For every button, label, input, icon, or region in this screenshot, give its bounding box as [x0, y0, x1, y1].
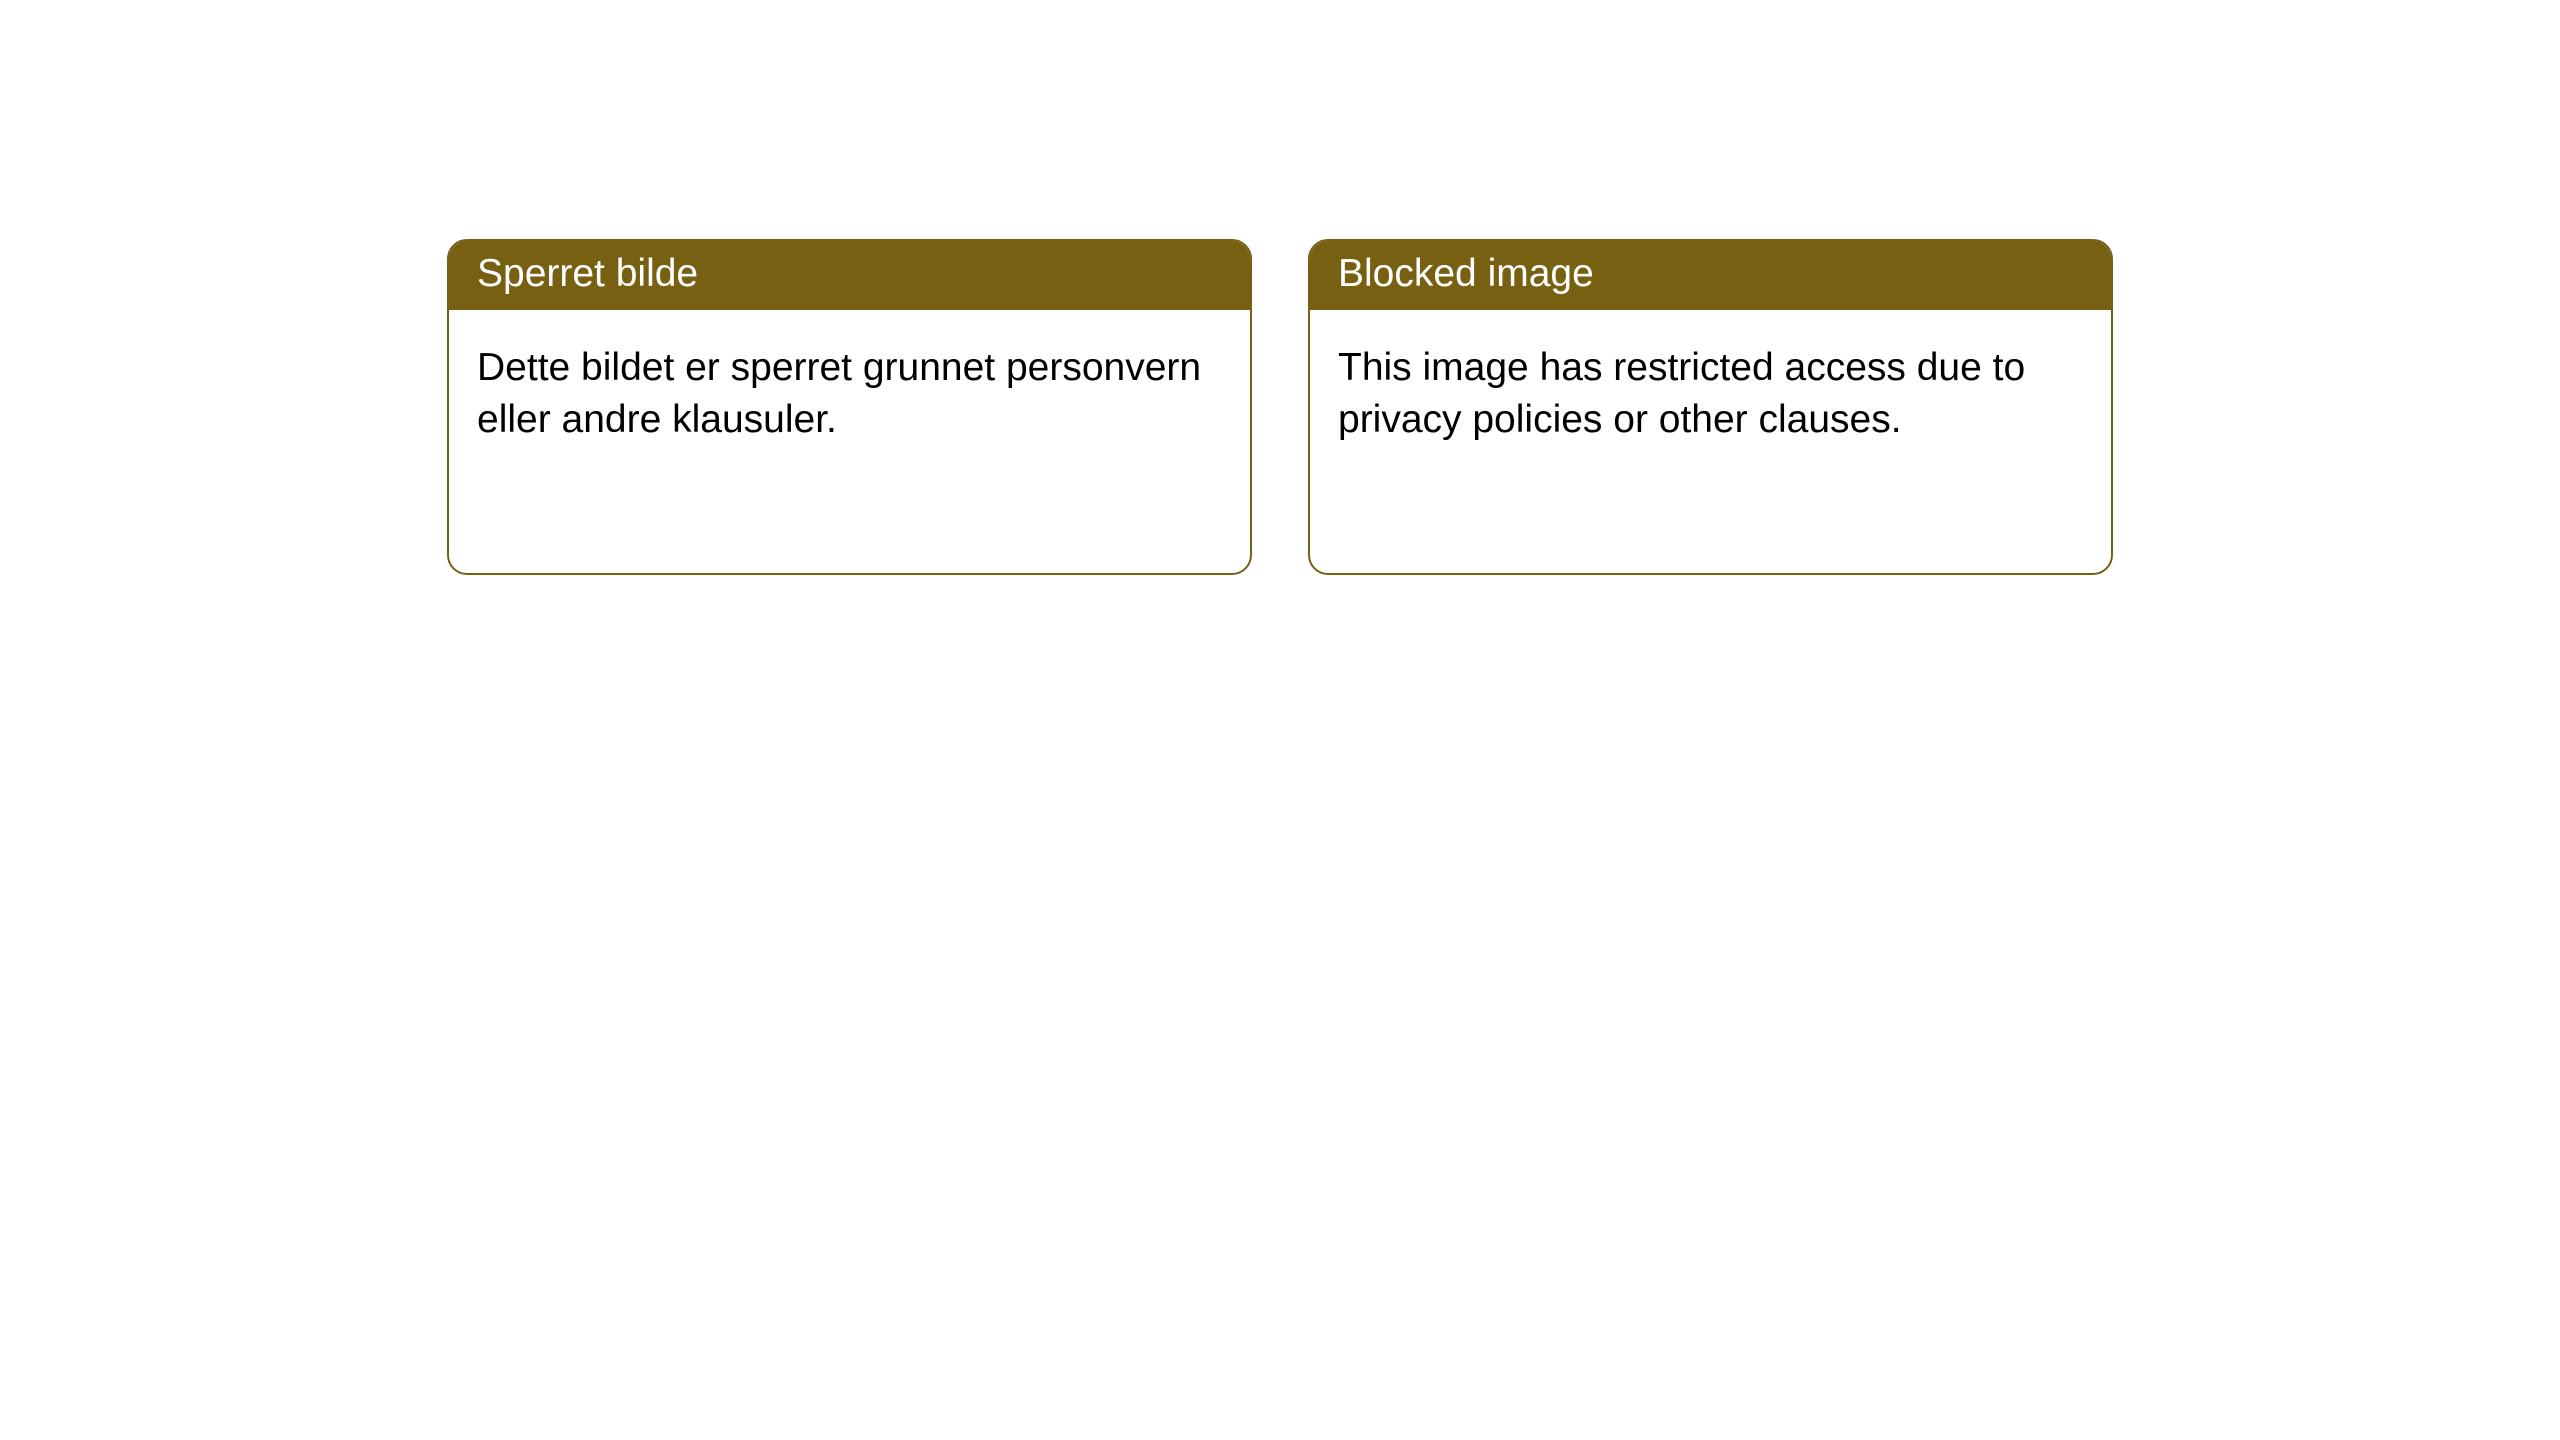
card-title: Sperret bilde: [477, 252, 698, 295]
card-body: This image has restricted access due to …: [1310, 310, 2111, 479]
card-header: Blocked image: [1310, 241, 2111, 310]
card-header: Sperret bilde: [449, 241, 1250, 310]
notice-card-english: Blocked image This image has restricted …: [1308, 239, 2113, 575]
notice-card-norwegian: Sperret bilde Dette bildet er sperret gr…: [447, 239, 1252, 575]
card-body-text: This image has restricted access due to …: [1338, 342, 2083, 447]
card-body-text: Dette bildet er sperret grunnet personve…: [477, 342, 1222, 447]
notice-cards-container: Sperret bilde Dette bildet er sperret gr…: [447, 239, 2113, 575]
card-title: Blocked image: [1338, 252, 1594, 295]
card-body: Dette bildet er sperret grunnet personve…: [449, 310, 1250, 479]
